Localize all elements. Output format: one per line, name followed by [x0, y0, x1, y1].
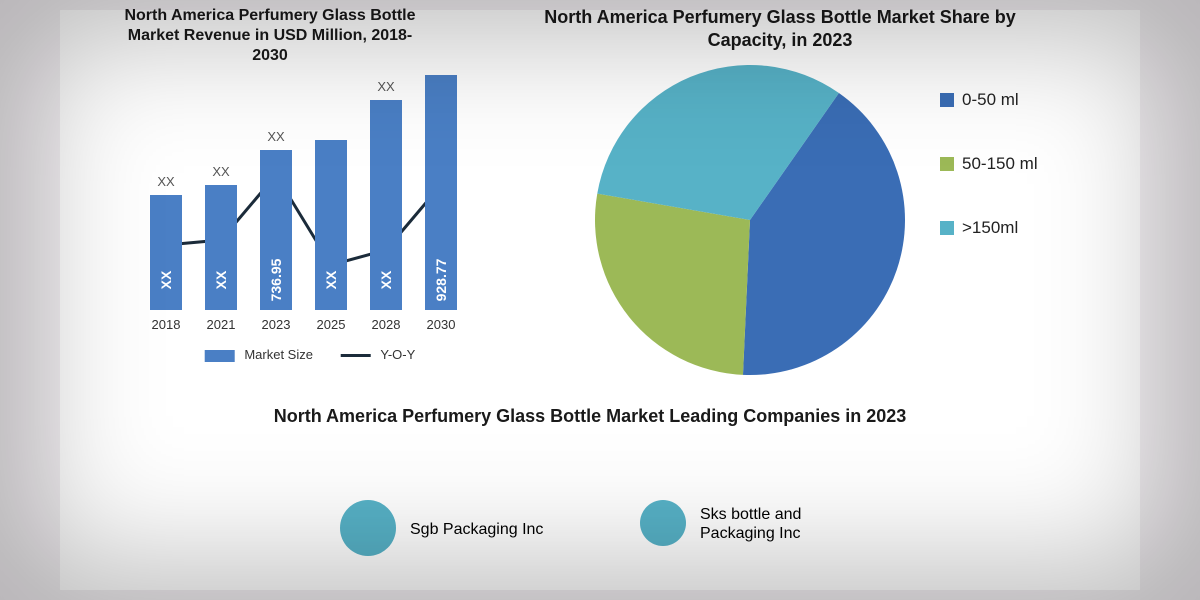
pie-chart: [590, 60, 910, 380]
x-tick: 2030: [427, 317, 456, 332]
bar-top-annotation: XX: [157, 174, 174, 189]
company-bubble-sks: [640, 500, 686, 546]
bar-2028: XX: [370, 100, 402, 310]
pie-legend-label: 0-50 ml: [962, 90, 1019, 110]
legend-yoy: Y-O-Y: [341, 347, 415, 362]
bar-chart-title: North America Perfumery Glass Bottle Mar…: [120, 6, 420, 66]
bar-chart-legend: Market Size Y-O-Y: [205, 347, 416, 362]
bar-2025: XX: [315, 140, 347, 310]
yoy-swatch: [341, 354, 371, 357]
market-size-swatch: [205, 350, 235, 362]
pie-legend-item: 50-150 ml: [940, 154, 1120, 174]
bar-top-annotation: XX: [377, 79, 394, 94]
bar-value-label: 928.77: [433, 259, 449, 302]
pie-legend-label: >150ml: [962, 218, 1018, 238]
bar-value-label: XX: [323, 271, 339, 290]
bar-value-label: XX: [213, 271, 229, 290]
chart-container: North America Perfumery Glass Bottle Mar…: [60, 10, 1140, 590]
bar-value-label: XX: [378, 271, 394, 290]
pie-legend-swatch: [940, 157, 954, 171]
bar-chart: XX 2018 XX XX 2021 XX 736.95 2023 XX XX 2025 XX 2028…: [140, 90, 480, 330]
bar-top-annotation: XX: [267, 129, 284, 144]
x-tick: 2025: [317, 317, 346, 332]
bar-2021: XX: [205, 185, 237, 310]
pie-legend-item: 0-50 ml: [940, 90, 1120, 110]
pie-legend-swatch: [940, 221, 954, 235]
company-bubble-sgb: [340, 500, 396, 556]
pie-chart-legend: 0-50 ml 50-150 ml >150ml: [940, 90, 1120, 282]
pie-slice: [595, 194, 750, 375]
bar-2018: XX: [150, 195, 182, 310]
bar-value-label: XX: [158, 271, 174, 290]
legend-market-size-label: Market Size: [244, 347, 313, 362]
pie-legend-label: 50-150 ml: [962, 154, 1038, 174]
pie-legend-swatch: [940, 93, 954, 107]
x-tick: 2028: [372, 317, 401, 332]
bar-2023: 736.95: [260, 150, 292, 310]
bar-value-label: 736.95: [268, 259, 284, 302]
x-tick: 2023: [262, 317, 291, 332]
x-tick: 2021: [207, 317, 236, 332]
pie-svg: [590, 60, 910, 380]
bar-2030: 928.77: [425, 75, 457, 310]
bar-top-annotation: XX: [212, 164, 229, 179]
pie-legend-item: >150ml: [940, 218, 1120, 238]
company-label-sgb: Sgb Packaging Inc: [410, 520, 543, 539]
legend-market-size: Market Size: [205, 347, 313, 362]
pie-chart-title: North America Perfumery Glass Bottle Mar…: [520, 6, 1040, 51]
companies-title: North America Perfumery Glass Bottle Mar…: [270, 405, 910, 428]
x-tick: 2018: [152, 317, 181, 332]
company-label-sks: Sks bottle and Packaging Inc: [700, 505, 840, 543]
legend-yoy-label: Y-O-Y: [380, 347, 415, 362]
